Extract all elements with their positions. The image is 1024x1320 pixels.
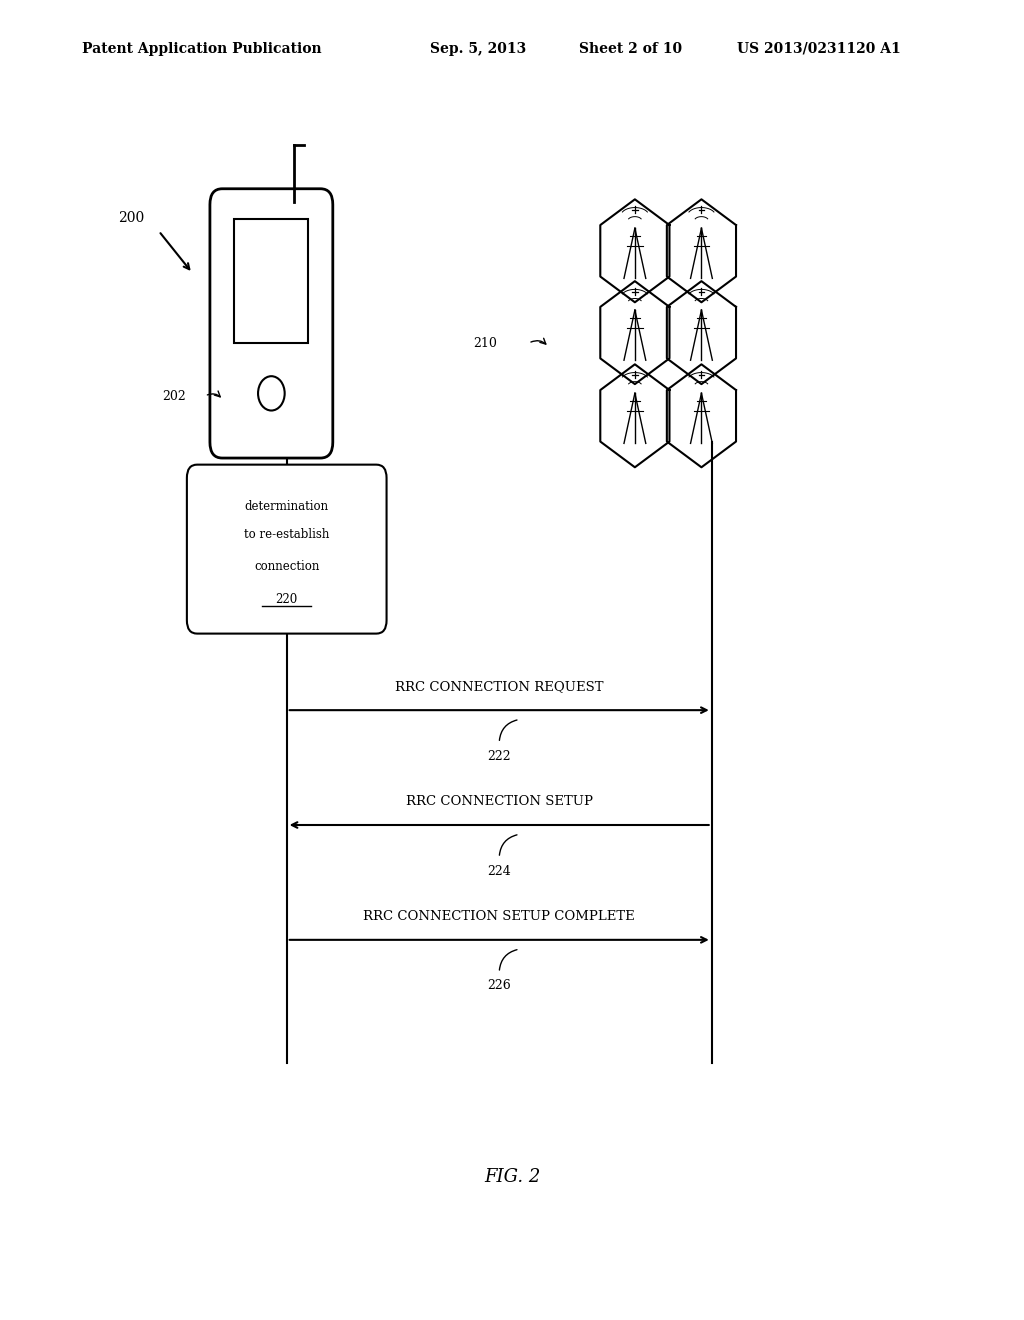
FancyBboxPatch shape [187,465,387,634]
Text: US 2013/0231120 A1: US 2013/0231120 A1 [737,42,901,55]
Text: determination: determination [245,500,329,513]
Text: Sep. 5, 2013: Sep. 5, 2013 [430,42,526,55]
Text: FIG. 2: FIG. 2 [483,1168,541,1187]
Text: Patent Application Publication: Patent Application Publication [82,42,322,55]
Text: 202: 202 [162,389,185,403]
Text: RRC CONNECTION SETUP COMPLETE: RRC CONNECTION SETUP COMPLETE [364,909,635,923]
Text: 222: 222 [487,750,511,763]
Text: RRC CONNECTION SETUP: RRC CONNECTION SETUP [406,795,593,808]
Text: 220: 220 [275,593,298,606]
Text: RRC CONNECTION REQUEST: RRC CONNECTION REQUEST [395,680,603,693]
Text: to re-establish: to re-establish [244,528,330,541]
Text: 210: 210 [473,337,497,350]
FancyBboxPatch shape [234,219,308,343]
Text: Sheet 2 of 10: Sheet 2 of 10 [579,42,682,55]
FancyBboxPatch shape [210,189,333,458]
Text: 224: 224 [487,865,511,878]
Text: 200: 200 [118,211,144,224]
Text: 226: 226 [487,979,511,993]
Text: connection: connection [254,560,319,573]
